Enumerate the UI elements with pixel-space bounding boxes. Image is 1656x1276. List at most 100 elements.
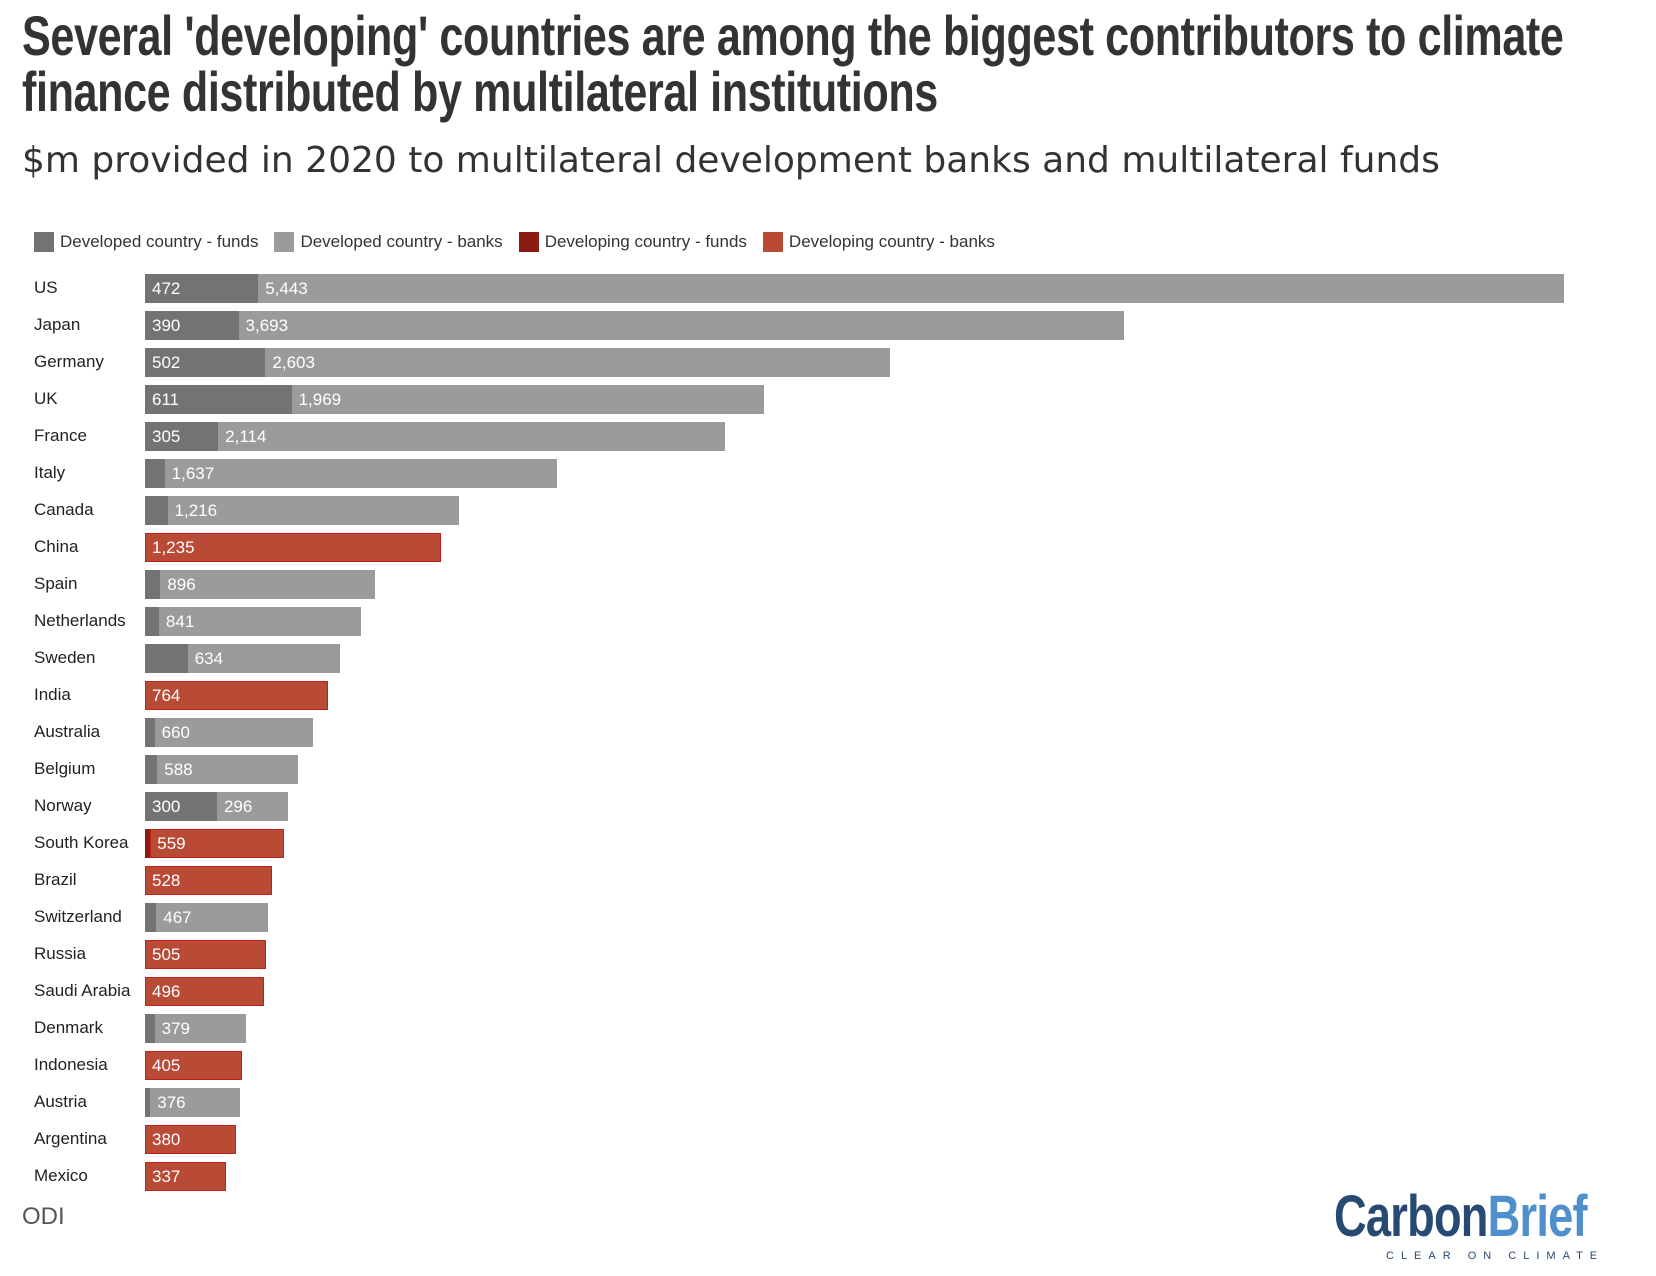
table-row: Canada 1,216 [0,492,1656,529]
bar-banks [145,1162,226,1191]
table-row: Belgium 588 [0,751,1656,788]
value-label-banks: 588 [164,760,193,779]
logo-part2: Brief [1487,1184,1588,1249]
table-row: Mexico 337 [0,1158,1656,1195]
country-label: Denmark [34,1018,103,1037]
value-label-banks: 296 [223,797,253,816]
bar-funds [145,1088,151,1117]
value-label-banks: 559 [157,834,186,853]
table-row: Germany 502 2,603 [0,344,1656,381]
legend-label: Developing country - funds [544,232,747,251]
table-row: Denmark 379 [0,1010,1656,1047]
logo-part1: Carbon [1334,1184,1488,1249]
value-label-banks: 380 [152,1130,181,1149]
legend-item-developed-funds: Developed country - funds [34,232,258,252]
bar-banks [145,977,264,1006]
country-label: Sweden [34,648,96,667]
bar-banks [291,385,764,414]
legend-label: Developing country - banks [788,232,995,251]
bar-banks [145,940,267,969]
country-label: Russia [34,944,86,963]
value-label-banks: 5,443 [265,279,308,298]
legend-item-developed-banks: Developed country - banks [274,232,503,252]
value-label-banks: 2,114 [225,427,267,446]
bar-banks [160,570,376,599]
value-label-banks: 634 [194,649,224,668]
bar-banks [167,496,460,525]
chart-subtitle: $m provided in 2020 to multilateral deve… [22,140,1440,181]
carbonbrief-logo: CarbonBrief CLEAR ON CLIMATE [1334,1188,1656,1263]
value-label-banks: 528 [152,871,181,890]
country-label: Argentina [34,1129,107,1148]
country-label: Indonesia [34,1055,108,1074]
bar-funds [145,829,151,858]
table-row: Switzerland 467 [0,899,1656,936]
bar-banks [154,718,313,747]
bar-funds [145,274,259,303]
bar-funds [145,607,159,636]
bar-banks [145,1125,237,1154]
value-label-banks: 660 [161,723,190,742]
country-label: Austria [34,1092,87,1111]
value-label-funds: 472 [152,279,181,298]
value-label-banks: 896 [167,575,196,594]
country-label: India [34,685,71,704]
value-label-banks: 3,693 [245,316,289,335]
bar-banks [265,348,890,377]
chart-title: Several 'developing' countries are among… [22,4,1564,123]
legend-item-developing-funds: Developing country - funds [518,232,747,252]
bar-banks [145,681,329,710]
bar-funds [145,311,239,340]
bar-banks [258,274,1564,303]
table-row: Indonesia 405 [0,1047,1656,1084]
value-label-banks: 379 [161,1019,190,1038]
country-label: China [34,537,79,556]
bar-funds [145,903,157,932]
country-label: UK [34,389,58,408]
country-label: Belgium [34,759,96,778]
value-label-funds: 390 [152,316,181,335]
value-label-banks: 467 [163,908,192,927]
table-row: Argentina 380 [0,1121,1656,1158]
value-label-funds: 502 [152,353,181,372]
bar-banks [156,903,269,932]
bar-funds [145,755,158,784]
country-label: Italy [34,463,66,482]
country-label: Canada [34,500,94,519]
bar-banks [145,866,272,895]
table-row: Sweden 634 [0,640,1656,677]
legend-swatch [274,232,295,252]
bar-funds [145,348,266,377]
logo-wordmark: CarbonBrief [1334,1188,1588,1246]
table-row: South Korea 559 [0,825,1656,862]
bar-funds [145,644,188,673]
value-label-funds: 305 [152,427,181,446]
table-row: US 472 5,443 [0,270,1656,307]
bar-funds [145,718,155,747]
legend-swatch [34,232,54,252]
value-label-banks: 376 [157,1093,186,1112]
value-label-banks: 764 [152,686,181,705]
table-row: Japan 390 3,693 [0,307,1656,344]
logo-tagline: CLEAR ON CLIMATE [1386,1250,1605,1262]
country-label: France [34,426,87,445]
value-label-banks: 1,969 [298,390,342,409]
country-label: Spain [34,574,78,593]
table-row: Netherlands 841 [0,603,1656,640]
bar-funds [145,496,168,525]
value-label-banks: 1,235 [152,538,195,557]
bar-banks [216,792,288,821]
bar-funds [145,570,161,599]
table-row: Russia 505 [0,936,1656,973]
country-label: Germany [34,352,104,371]
value-label-banks: 505 [152,945,181,964]
bar-banks [150,1088,241,1117]
country-label: Australia [34,722,101,741]
value-label-funds: 611 [152,390,180,409]
source-note: ODI [22,1203,65,1230]
legend: Developed country - funds Developed coun… [34,232,995,252]
country-label: US [34,278,58,297]
value-label-banks: 405 [152,1056,181,1075]
value-label-banks: 841 [165,612,195,631]
value-label-funds: 300 [152,797,181,816]
